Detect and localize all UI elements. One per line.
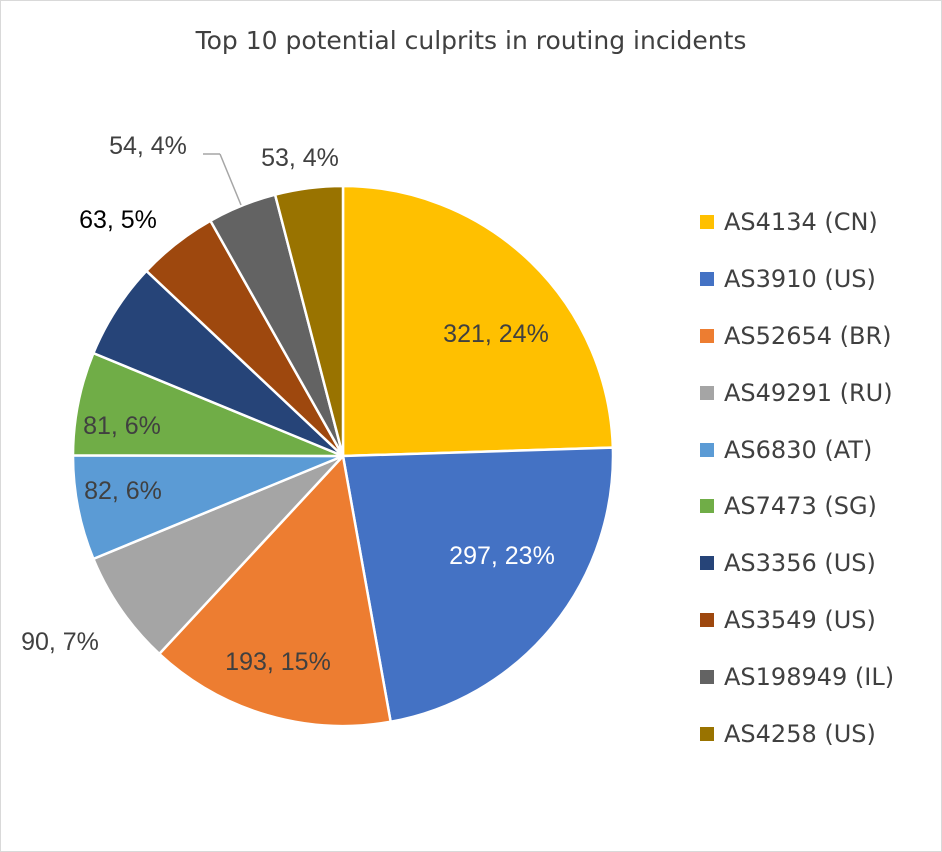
- legend-label: AS198949 (IL): [724, 662, 895, 691]
- legend-item: AS198949 (IL): [700, 648, 894, 705]
- legend-label: AS4134 (CN): [724, 208, 878, 237]
- data-label-as49291: 90, 7%: [21, 628, 99, 656]
- data-label-as4134: 321, 24%: [443, 320, 549, 348]
- pie-slice-as49291: [91, 454, 344, 656]
- legend-swatch: [700, 215, 714, 230]
- data-label-as3910: 297, 23%: [449, 542, 555, 570]
- legend-label: AS52654 (BR): [724, 321, 892, 350]
- data-label-as4258: 53, 4%: [261, 144, 339, 172]
- pie-slice-as3910: [341, 446, 615, 724]
- legend-swatch: [700, 612, 714, 627]
- legend-label: AS6830 (AT): [724, 435, 873, 464]
- legend-item: AS3356 (US): [700, 535, 894, 592]
- legend-item: AS52654 (BR): [700, 308, 894, 365]
- legend-swatch: [700, 726, 714, 741]
- pie-slice-as52654: [157, 453, 393, 728]
- pie-slice-as4258: [273, 184, 345, 457]
- pie-slice-as4134: [341, 184, 615, 458]
- data-label-as6830: 82, 6%: [84, 477, 162, 505]
- leader-line-segment: [219, 153, 242, 206]
- data-label-as198949: 54, 4%: [109, 132, 187, 160]
- legend-label: AS7473 (SG): [724, 492, 877, 521]
- legend-item: AS4258 (US): [700, 705, 894, 762]
- legend-swatch: [700, 499, 714, 514]
- legend-item: AS6830 (AT): [700, 421, 894, 478]
- data-label-as52654: 193, 15%: [225, 648, 331, 676]
- data-label-as7473: 81, 6%: [83, 412, 161, 440]
- legend-label: AS49291 (RU): [724, 378, 893, 407]
- legend-label: AS4258 (US): [724, 719, 876, 748]
- legend-item: AS3910 (US): [700, 251, 894, 308]
- legend-item: AS3549 (US): [700, 592, 894, 649]
- legend-swatch: [700, 669, 714, 684]
- legend: AS4134 (CN) AS3910 (US) AS52654 (BR) AS4929…: [700, 194, 894, 762]
- legend-label: AS3549 (US): [724, 605, 876, 634]
- legend-label: AS3356 (US): [724, 549, 876, 578]
- legend-swatch: [700, 442, 714, 457]
- legend-swatch: [700, 385, 714, 400]
- chart-title: Top 10 potential culprits in routing inc…: [195, 26, 747, 55]
- legend-item: AS49291 (RU): [700, 364, 894, 421]
- legend-item: AS7473 (SG): [700, 478, 894, 535]
- legend-label: AS3910 (US): [724, 265, 876, 294]
- legend-swatch: [700, 556, 714, 571]
- legend-swatch: [700, 328, 714, 343]
- legend-swatch: [700, 272, 714, 287]
- data-label-as3549: 63, 5%: [79, 206, 157, 234]
- legend-item: AS4134 (CN): [700, 194, 894, 251]
